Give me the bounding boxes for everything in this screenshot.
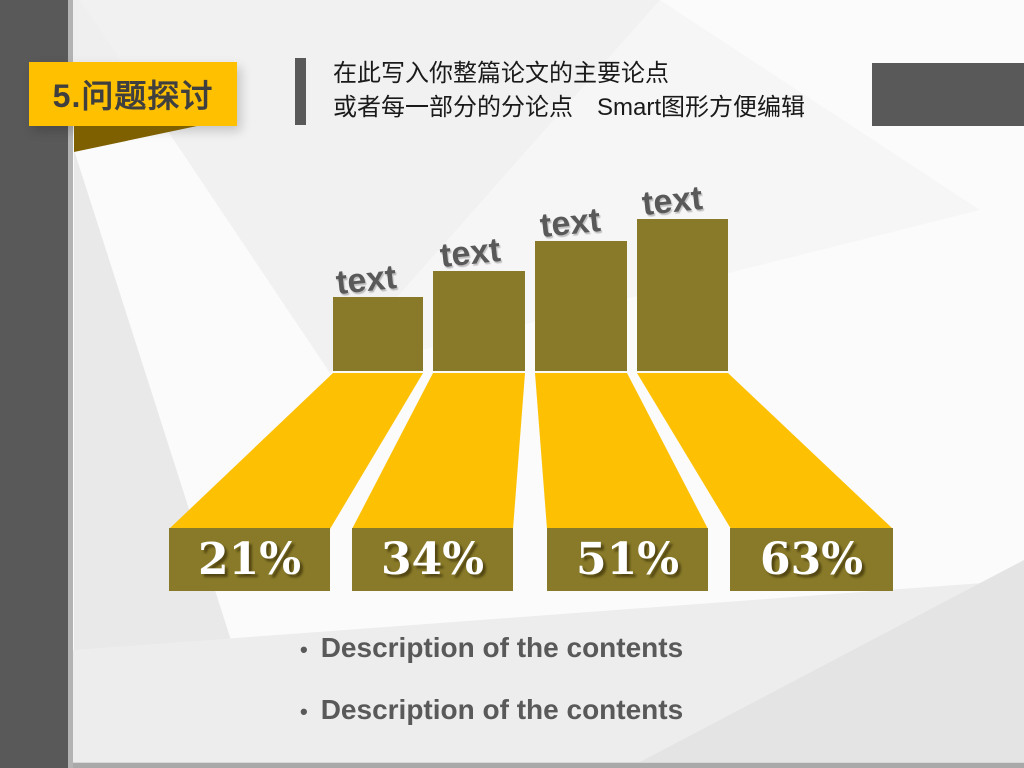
left-dark-band	[0, 0, 68, 768]
slide-bottom-edge	[73, 762, 1024, 768]
chart-bar-1	[333, 297, 423, 371]
badge-fold-triangle	[74, 126, 197, 152]
value-label-4: 63%	[759, 534, 864, 585]
value-block-3: 51%	[547, 528, 708, 591]
bullet-dot-2: •	[300, 699, 308, 724]
bullet-item-1: • Description of the contents	[300, 632, 860, 664]
value-label-1: 21%	[197, 534, 302, 585]
chart-bar-2	[433, 271, 525, 371]
bar-label-2: text	[438, 230, 503, 276]
ramp-2	[352, 373, 525, 529]
bar-label-1: text	[334, 257, 399, 303]
section-badge: 5.问题探讨	[29, 62, 237, 126]
value-block-4: 63%	[730, 528, 893, 591]
bar-label-4: text	[640, 178, 705, 224]
value-label-3: 51%	[575, 534, 680, 585]
bullet-text-2: Description of the contents	[320, 694, 684, 725]
chart-bar-4	[637, 219, 728, 371]
section-badge-label: 5.问题探讨	[52, 78, 214, 114]
bullet-dot-1: •	[300, 637, 308, 662]
intro-text: 在此写入你整篇论文的主要论点 或者每一部分的分论点 Smart图形方便编辑	[333, 57, 893, 125]
ramp-4	[637, 373, 893, 529]
value-block-1: 21%	[169, 528, 330, 591]
bullet-text-1: Description of the contents	[320, 632, 684, 663]
ramp-3	[535, 373, 708, 529]
slide-left-edge	[68, 0, 73, 768]
ramp-1	[169, 373, 423, 529]
intro-line-1: 在此写入你整篇论文的主要论点	[333, 60, 669, 87]
bar-label-3: text	[538, 200, 603, 246]
value-block-2: 34%	[352, 528, 513, 591]
bullet-list: • Description of the contents • Descript…	[300, 632, 860, 756]
intro-line-2: 或者每一部分的分论点 Smart图形方便编辑	[333, 94, 806, 121]
intro-accent-bar	[295, 58, 306, 125]
bullet-item-2: • Description of the contents	[300, 694, 860, 726]
value-label-2: 34%	[380, 534, 485, 585]
chart-bar-3	[535, 241, 627, 371]
top-right-block	[872, 63, 1024, 126]
